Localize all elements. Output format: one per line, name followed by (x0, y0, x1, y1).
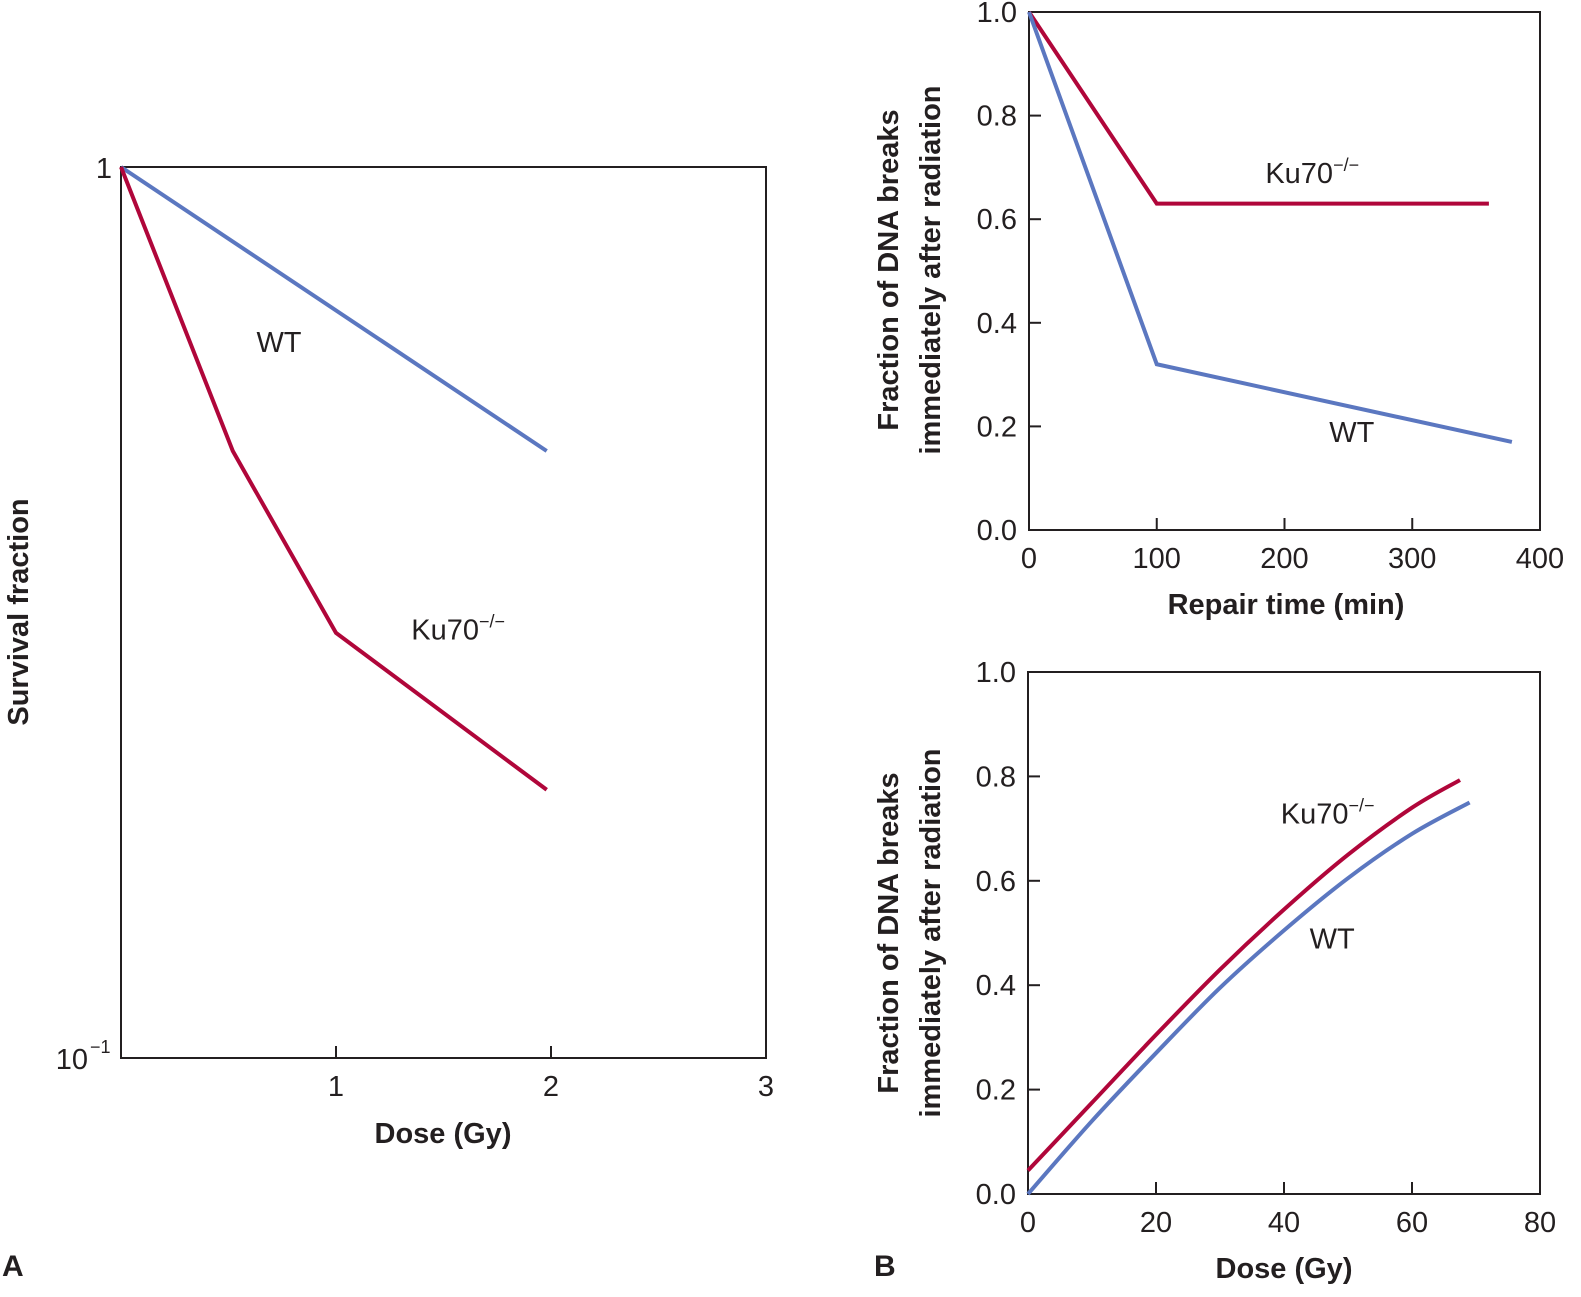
panel-a-x-axis-title: Dose (Gy) (375, 1118, 512, 1150)
panel-b-bottom-wt-label: WT (1310, 924, 1355, 956)
panel-a-ku70-label: Ku70−/− (411, 611, 505, 646)
panel-a-ku70-line (119, 166, 548, 792)
panel-b-bottom-ku70-line (1026, 778, 1461, 1172)
panel-b-top-y-axis-title-line2: immediately after radiation (915, 85, 947, 454)
panel-b-top-ku70-label: Ku70−/− (1265, 155, 1359, 190)
panel-b-top-ytick-label: 0.4 (977, 308, 1017, 340)
panel-b-top-plot-frame (1028, 11, 1541, 531)
panel-b-bottom-ytick-label: 0.8 (976, 761, 1016, 793)
panel-b-bottom-ytick-label: 0.4 (976, 970, 1016, 1002)
panel-a-ytick-label-0.1: 10 (56, 1044, 88, 1076)
panel-b-bottom-xtick-label: 40 (1268, 1207, 1300, 1239)
panel-a-xtick-label: 1 (328, 1071, 344, 1103)
panel-b-bottom-xtick-label: 0 (1020, 1207, 1036, 1239)
panel-b-top-xtick-label: 0 (1021, 543, 1037, 575)
panel-b-top-series: Ku70−/− WT (1027, 10, 1513, 449)
panel-a-ytick-label-1: 1 (96, 153, 112, 185)
panel-b-bottom-series: Ku70−/− WT (1026, 778, 1471, 1196)
panel-b-bottom-ku70-label: Ku70−/− (1281, 795, 1375, 830)
panel-b-bottom-y-axis-title-line2: immediately after radiation (915, 748, 947, 1117)
panel-a-plot-frame (120, 166, 767, 1059)
panel-b-bottom-ytick-label: 1.0 (976, 657, 1016, 689)
panel-b-bottom-wt-line (1026, 800, 1471, 1196)
panel-b-bottom-y-axis-title-line1: Fraction of DNA breaks (873, 772, 905, 1093)
panel-a-xtick-label: 3 (758, 1071, 774, 1103)
panel-a: 1 2 3 1 10 −1 WT Ku70−/− Dose (Gy) Survival… (2, 153, 774, 1283)
panel-a-xtick-label: 2 (543, 1071, 559, 1103)
panel-b-top-ku70-line (1027, 10, 1489, 206)
panel-b-top: 0 100 200 300 400 0.0 0.2 0.4 0.6 0.8 1.0 Ku70−/− W… (873, 0, 1564, 621)
panel-b-top-y-axis-title-line1: Fraction of DNA breaks (873, 109, 905, 430)
panel-letter-b: B (874, 1250, 896, 1283)
panel-b-bottom: 0 20 40 60 80 0.0 0.2 0.4 0.6 0.8 1.0 Ku70−/− WT Do… (873, 657, 1556, 1285)
panel-a-y-axis-title: Survival fraction (3, 498, 35, 725)
panel-b-top-ytick-label: 0.8 (977, 101, 1017, 133)
panel-b-top-xtick-label: 300 (1388, 543, 1436, 575)
panel-b-bottom-ytick-label: 0.2 (976, 1075, 1016, 1107)
panel-a-ytick-label-0.1-exponent: −1 (90, 1037, 111, 1057)
panel-b-top-x-axis-title: Repair time (min) (1168, 589, 1405, 621)
panel-b-top-ticks: 0 100 200 300 400 0.0 0.2 0.4 0.6 0.8 1.0 (977, 0, 1565, 575)
panel-a-x-ticks: 1 2 3 (328, 1046, 774, 1103)
panel-b-top-ytick-label: 0.2 (977, 411, 1017, 443)
panel-a-wt-line (119, 165, 548, 453)
panel-a-y-ticks: 1 10 −1 (56, 153, 112, 1076)
panel-b-bottom-ytick-label: 0.0 (976, 1179, 1016, 1211)
panel-b-top-xtick-label: 400 (1516, 543, 1564, 575)
panel-b-top-ytick-label: 0.6 (977, 204, 1017, 236)
panel-a-series: WT Ku70−/− (119, 165, 548, 792)
panel-b-bottom-x-axis-title: Dose (Gy) (1216, 1253, 1353, 1285)
panel-b-bottom-xtick-label: 80 (1524, 1207, 1556, 1239)
panel-b-bottom-ytick-label: 0.6 (976, 866, 1016, 898)
panel-letter-a: A (2, 1250, 24, 1283)
panel-b-top-ytick-label: 1.0 (977, 0, 1017, 29)
panel-b-bottom-xtick-label: 60 (1396, 1207, 1428, 1239)
panel-b-top-wt-line (1027, 11, 1513, 444)
panel-b-bottom-ticks: 0 20 40 60 80 0.0 0.2 0.4 0.6 0.8 1.0 (976, 657, 1556, 1239)
panel-b-top-ytick-label: 0.0 (977, 515, 1017, 547)
panel-b-top-xtick-label: 200 (1260, 543, 1308, 575)
panel-b-top-wt-label: WT (1329, 417, 1374, 449)
panel-b-top-xtick-label: 100 (1133, 543, 1181, 575)
panel-a-wt-label: WT (256, 327, 301, 359)
panel-b-bottom-xtick-label: 20 (1140, 1207, 1172, 1239)
